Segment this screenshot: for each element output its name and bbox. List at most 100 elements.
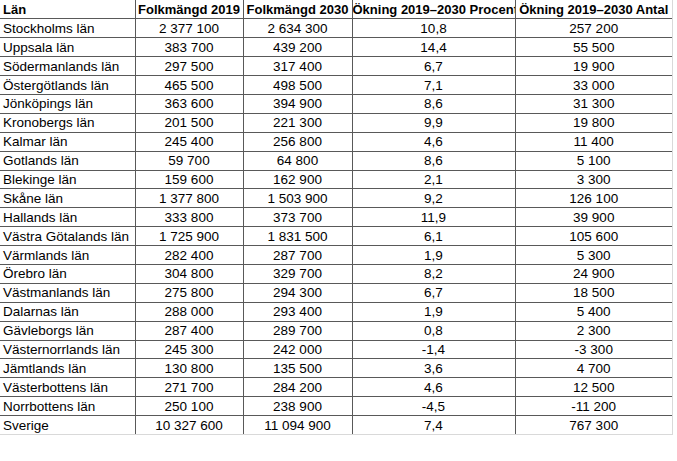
value-cell: 256 800 [243,132,352,151]
value-cell: 7,4 [352,416,515,435]
value-cell: 12 500 [515,378,672,397]
value-cell: 33 000 [515,76,672,95]
county-name-cell: Uppsala län [0,38,135,57]
value-cell: 294 300 [243,283,352,302]
table-row: Gävleborgs län287 400289 7000,82 300 [0,321,672,340]
value-cell: 250 100 [135,397,243,416]
table-row: Gotlands län59 70064 8008,65 100 [0,151,672,170]
value-cell: 9,9 [352,113,515,132]
table-row: Örebro län304 800329 7008,224 900 [0,264,672,283]
value-cell: 465 500 [135,76,243,95]
value-cell: 363 600 [135,94,243,113]
column-header-3: Ökning 2019–2030 Procent [352,0,515,19]
value-cell: -4,5 [352,397,515,416]
value-cell: 10 327 600 [135,416,243,435]
value-cell: 284 200 [243,378,352,397]
value-cell: 329 700 [243,264,352,283]
value-cell: 19 800 [515,113,672,132]
value-cell: 19 900 [515,57,672,76]
table-row: Jönköpings län363 600394 9008,631 300 [0,94,672,113]
value-cell: 4,6 [352,378,515,397]
value-cell: 4 700 [515,359,672,378]
county-name-cell: Stockholms län [0,19,135,38]
value-cell: 245 400 [135,132,243,151]
value-cell: -1,4 [352,340,515,359]
value-cell: 6,1 [352,227,515,246]
county-name-cell: Gotlands län [0,151,135,170]
table-row: Västra Götalands län1 725 9001 831 5006,… [0,227,672,246]
value-cell: 11 400 [515,132,672,151]
value-cell: 1,9 [352,302,515,321]
county-name-cell: Västra Götalands län [0,227,135,246]
value-cell: 288 000 [135,302,243,321]
value-cell: 59 700 [135,151,243,170]
value-cell: 201 500 [135,113,243,132]
value-cell: 126 100 [515,189,672,208]
table-row: Östergötlands län465 500498 5007,133 000 [0,76,672,95]
value-cell: 2 377 100 [135,19,243,38]
table-row: Blekinge län159 600162 9002,13 300 [0,170,672,189]
county-name-cell: Hallands län [0,208,135,227]
value-cell: 6,7 [352,283,515,302]
value-cell: 767 300 [515,416,672,435]
value-cell: 39 900 [515,208,672,227]
table-row: Västmanlands län275 800294 3006,718 500 [0,283,672,302]
county-name-cell: Dalarnas län [0,302,135,321]
value-cell: 10,8 [352,19,515,38]
value-cell: 297 500 [135,57,243,76]
population-table: LänFolkmängd 2019Folkmängd 2030Ökning 20… [0,0,672,434]
county-name-cell: Örebro län [0,264,135,283]
value-cell: 242 000 [243,340,352,359]
header-row: LänFolkmängd 2019Folkmängd 2030Ökning 20… [0,0,672,19]
value-cell: 333 800 [135,208,243,227]
county-name-cell: Västernorrlands län [0,340,135,359]
table-row: Skåne län1 377 8001 503 9009,2126 100 [0,189,672,208]
value-cell: -11 200 [515,397,672,416]
table-row: Värmlands län282 400287 7001,95 300 [0,246,672,265]
county-name-cell: Gävleborgs län [0,321,135,340]
value-cell: 55 500 [515,38,672,57]
value-cell: 317 400 [243,57,352,76]
value-cell: 3 300 [515,170,672,189]
table-row: Uppsala län383 700439 20014,455 500 [0,38,672,57]
table-row: Kalmar län245 400256 8004,611 400 [0,132,672,151]
value-cell: 2 300 [515,321,672,340]
value-cell: 287 400 [135,321,243,340]
table-row: Sverige10 327 60011 094 9007,4767 300 [0,416,672,435]
value-cell: 289 700 [243,321,352,340]
value-cell: 1 831 500 [243,227,352,246]
value-cell: 18 500 [515,283,672,302]
value-cell: 287 700 [243,246,352,265]
value-cell: 64 800 [243,151,352,170]
value-cell: 8,2 [352,264,515,283]
value-cell: 7,1 [352,76,515,95]
value-cell: 159 600 [135,170,243,189]
county-name-cell: Jämtlands län [0,359,135,378]
column-header-2: Folkmängd 2030 [243,0,352,19]
population-table-container: LänFolkmängd 2019Folkmängd 2030Ökning 20… [0,0,673,435]
value-cell: 282 400 [135,246,243,265]
county-name-cell: Norrbottens län [0,397,135,416]
table-body: Stockholms län2 377 1002 634 30010,8257 … [0,19,672,435]
value-cell: 11,9 [352,208,515,227]
table-row: Norrbottens län250 100238 900-4,5-11 200 [0,397,672,416]
value-cell: 2,1 [352,170,515,189]
table-row: Jämtlands län130 800135 5003,64 700 [0,359,672,378]
county-name-cell: Sverige [0,416,135,435]
value-cell: 275 800 [135,283,243,302]
value-cell: 1 377 800 [135,189,243,208]
value-cell: 5 300 [515,246,672,265]
value-cell: 257 200 [515,19,672,38]
county-name-cell: Södermanlands län [0,57,135,76]
value-cell: 9,2 [352,189,515,208]
county-name-cell: Jönköpings län [0,94,135,113]
value-cell: 221 300 [243,113,352,132]
table-row: Södermanlands län297 500317 4006,719 900 [0,57,672,76]
value-cell: 130 800 [135,359,243,378]
value-cell: 383 700 [135,38,243,57]
table-row: Västernorrlands län245 300242 000-1,4-3 … [0,340,672,359]
value-cell: 135 500 [243,359,352,378]
county-name-cell: Blekinge län [0,170,135,189]
value-cell: 293 400 [243,302,352,321]
column-header-0: Län [0,0,135,19]
